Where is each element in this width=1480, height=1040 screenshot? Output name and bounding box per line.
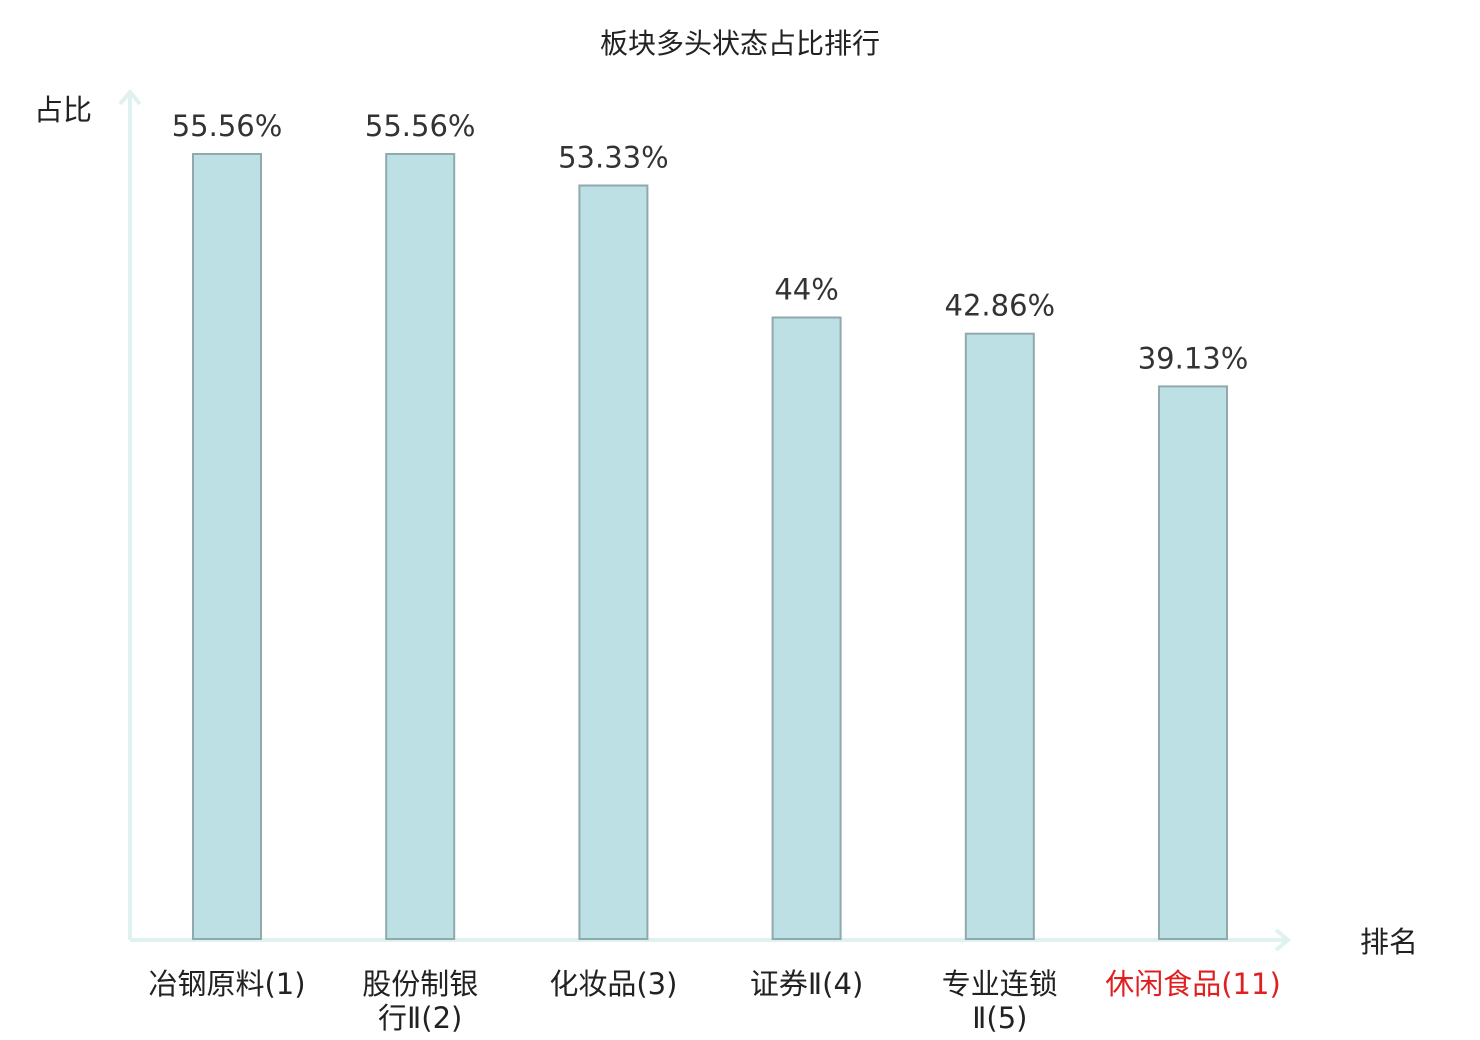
y-axis-label: 占比 xyxy=(34,93,92,127)
bar xyxy=(385,153,456,940)
bar xyxy=(578,184,649,940)
bar xyxy=(1158,385,1228,940)
x-tick-label: 证券Ⅱ(4) xyxy=(750,967,863,1001)
x-axis-arrow xyxy=(1274,928,1292,952)
y-axis-arrow xyxy=(118,88,142,106)
bar xyxy=(192,153,262,940)
chart-title: 板块多头状态占比排行 xyxy=(599,27,880,60)
value-labels: 55.56% 55.56% 53.33% 44% 42.86% 39.13% xyxy=(172,109,1249,375)
data-label: 55.56% xyxy=(365,109,476,143)
bar xyxy=(771,316,842,940)
data-label: 42.86% xyxy=(945,289,1056,323)
bar xyxy=(964,332,1035,940)
category-labels: 冶钢原料(1) 股份制银行Ⅱ(2) 化妆品(3) 证券Ⅱ(4) 专业连锁 Ⅱ(5) 休闲食品… xyxy=(148,967,1280,1035)
data-label: 53.33% xyxy=(558,141,669,175)
x-axis-label: 排名 xyxy=(1360,925,1418,959)
bars xyxy=(192,153,1228,940)
x-tick-label: 股份制银行Ⅱ(2) xyxy=(362,967,478,1035)
data-label: 44% xyxy=(774,273,838,307)
data-label: 39.13% xyxy=(1138,341,1249,375)
x-tick-label: 休闲食品(11) xyxy=(1105,967,1281,1001)
data-label: 55.56% xyxy=(172,109,283,143)
x-tick-label: 化妆品(3) xyxy=(549,967,677,1001)
x-tick-label: 冶钢原料(1) xyxy=(148,967,305,1001)
axes: 占比 排名 xyxy=(34,88,1418,959)
x-tick-label: 专业连锁 Ⅱ(5) xyxy=(942,967,1058,1035)
